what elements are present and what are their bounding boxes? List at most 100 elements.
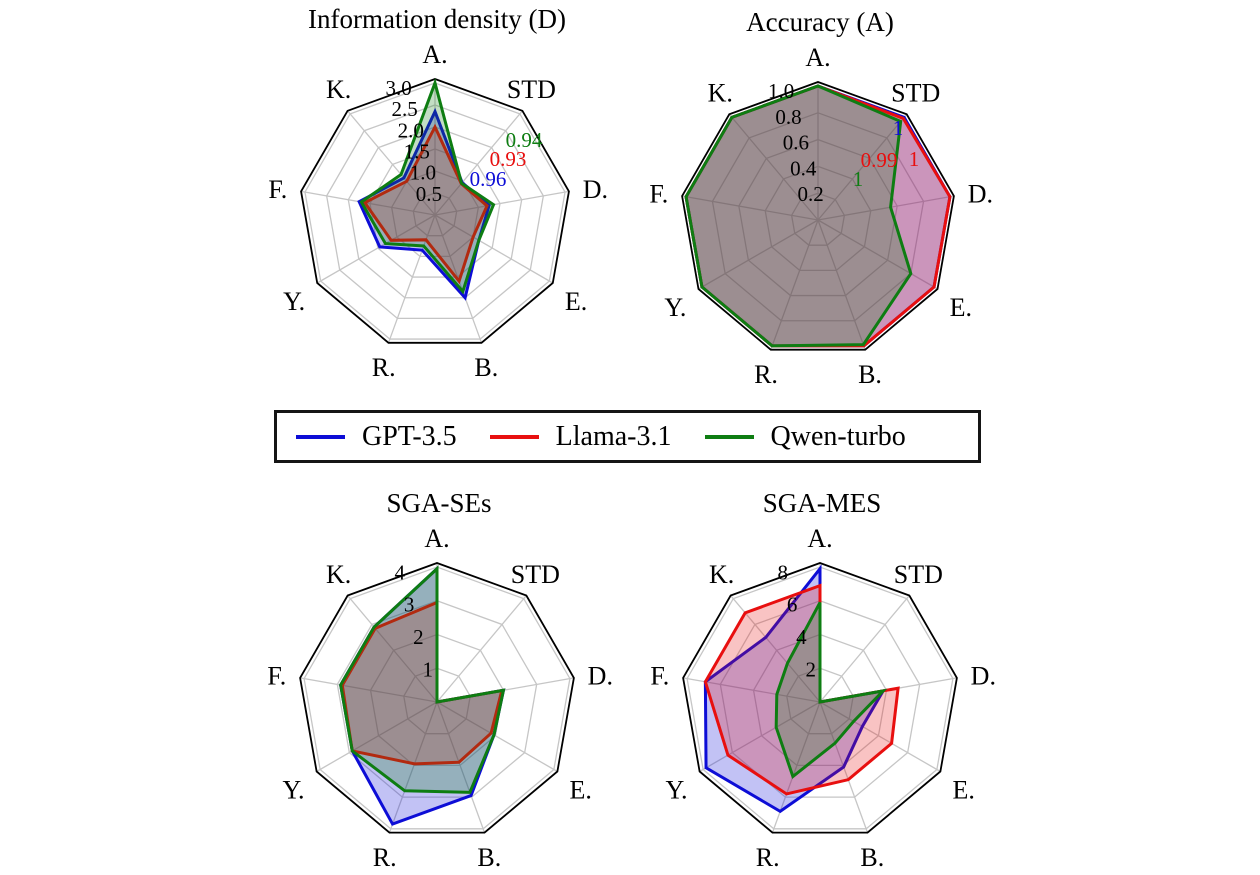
- axis-label-r: R.: [373, 843, 397, 872]
- legend-item-gpt-35: GPT-3.5: [296, 420, 457, 452]
- axis-spoke: [681, 195, 819, 221]
- series-polygon-qwen-turbo: [339, 565, 506, 794]
- grid-ring: [686, 566, 954, 830]
- axis-label-a: A.: [424, 524, 449, 553]
- tick-label: 4: [395, 560, 406, 584]
- axis-label-e: E.: [570, 776, 592, 805]
- tick-label: 3.0: [385, 76, 411, 100]
- axis-label-e: E.: [950, 293, 972, 322]
- axis-spoke: [819, 595, 910, 703]
- tick-label: 3: [404, 593, 415, 617]
- axis-label-d: D.: [971, 661, 996, 690]
- tick-label: 1.0: [768, 79, 794, 103]
- axis-label-y: Y.: [666, 776, 688, 805]
- value-annotation: 1: [909, 147, 920, 171]
- value-annotation: 0.94: [506, 128, 543, 152]
- grid-ring: [711, 112, 925, 322]
- axis-label-r: R.: [372, 353, 396, 382]
- axis-label-r: R.: [756, 843, 780, 872]
- tick-label: 0.4: [790, 156, 817, 180]
- chart-title: SGA-SEs: [386, 488, 491, 518]
- tick-label: 2: [805, 658, 816, 682]
- axis-spoke: [316, 701, 438, 773]
- tick-label: 0.8: [775, 105, 801, 129]
- legend-item-llama-31: Llama-3.1: [489, 420, 672, 452]
- chart-title: Accuracy (A): [746, 7, 894, 37]
- axis-spoke: [698, 219, 819, 290]
- axis-label-std: STD: [894, 560, 943, 589]
- axis-spoke: [817, 113, 908, 221]
- grid-ring: [303, 566, 571, 830]
- tick-label: 2: [413, 625, 424, 649]
- axis-spoke: [347, 110, 436, 216]
- axis-spoke: [300, 190, 436, 216]
- value-annotation: 0.99: [861, 148, 898, 172]
- axis-spoke: [770, 219, 819, 350]
- value-annotation: 1: [853, 167, 864, 191]
- grid-ring: [336, 600, 538, 798]
- axis-spoke: [387, 214, 436, 344]
- axis-label-a: A.: [807, 524, 832, 553]
- grid-ring: [403, 667, 471, 735]
- grid-ring: [752, 633, 888, 767]
- axis-spoke: [819, 701, 941, 773]
- axis-label-y: Y.: [283, 287, 305, 316]
- grid-ring: [304, 82, 566, 340]
- radar-information-density: 0.51.01.52.02.53.0 A. STD D. E. B. R. Y. F. K. 0.9…: [268, 4, 608, 382]
- axis-spoke: [436, 595, 527, 703]
- axis-label-f: F.: [650, 661, 669, 690]
- axis-spoke: [347, 595, 438, 703]
- tick-label: 0.2: [797, 182, 823, 206]
- legend-item-qwen-turbo: Qwen-turbo: [704, 420, 906, 452]
- series-polygon-llama-3-1: [362, 123, 489, 285]
- legend-label: GPT-3.5: [362, 420, 457, 452]
- grid-ring: [764, 165, 872, 272]
- axis-spoke: [817, 219, 866, 350]
- tick-label: 1.5: [404, 140, 430, 164]
- tick-label: 1: [422, 658, 433, 682]
- grid-ring: [719, 600, 921, 798]
- series-polygon-qwen-turbo: [359, 78, 496, 295]
- axis-label-k: K.: [326, 75, 351, 104]
- axis-spoke: [434, 190, 570, 216]
- axis-label-std: STD: [511, 560, 560, 589]
- axis-spoke: [436, 701, 558, 773]
- legend-line-swatch-red: [489, 434, 539, 439]
- axis-label-f: F.: [267, 661, 286, 690]
- axis-spoke: [434, 214, 554, 284]
- axis-label-a: A.: [805, 43, 830, 72]
- axis-spoke: [316, 214, 436, 284]
- axis-label-e: E.: [953, 776, 975, 805]
- grid-ring: [738, 138, 898, 297]
- legend-line-swatch-green: [704, 434, 754, 439]
- legend-label: Llama-3.1: [555, 420, 672, 452]
- grid-ring: [369, 148, 501, 278]
- series-polygon-qwen-turbo: [774, 601, 888, 779]
- series-polygon-qwen-turbo: [684, 84, 913, 348]
- tick-label: 1.0: [410, 161, 436, 185]
- grid-ring: [325, 104, 545, 320]
- value-annotation: 0.93: [490, 147, 527, 171]
- tick-label: 4: [796, 625, 807, 649]
- axis-label-a: A.: [422, 40, 447, 69]
- outer-frame: [682, 562, 958, 834]
- axis-label-r: R.: [754, 360, 778, 389]
- chart-title: Information density (D): [308, 4, 566, 34]
- axis-label-f: F.: [649, 180, 668, 209]
- axis-label-f: F.: [268, 175, 287, 204]
- tick-label: 2.0: [398, 118, 424, 142]
- chart-title: SGA-MES: [763, 488, 882, 518]
- axis-spoke: [728, 113, 819, 221]
- axis-label-std: STD: [891, 79, 940, 108]
- legend-label: Qwen-turbo: [770, 420, 906, 452]
- axis-label-b: B.: [474, 353, 498, 382]
- grid-ring: [786, 667, 854, 735]
- value-annotation: 1: [893, 116, 904, 140]
- axis-label-b: B.: [860, 843, 884, 872]
- axis-label-k: K.: [326, 560, 351, 589]
- axis-label-d: D.: [968, 180, 993, 209]
- tick-label: 0.5: [416, 182, 442, 206]
- outer-frame: [299, 562, 575, 834]
